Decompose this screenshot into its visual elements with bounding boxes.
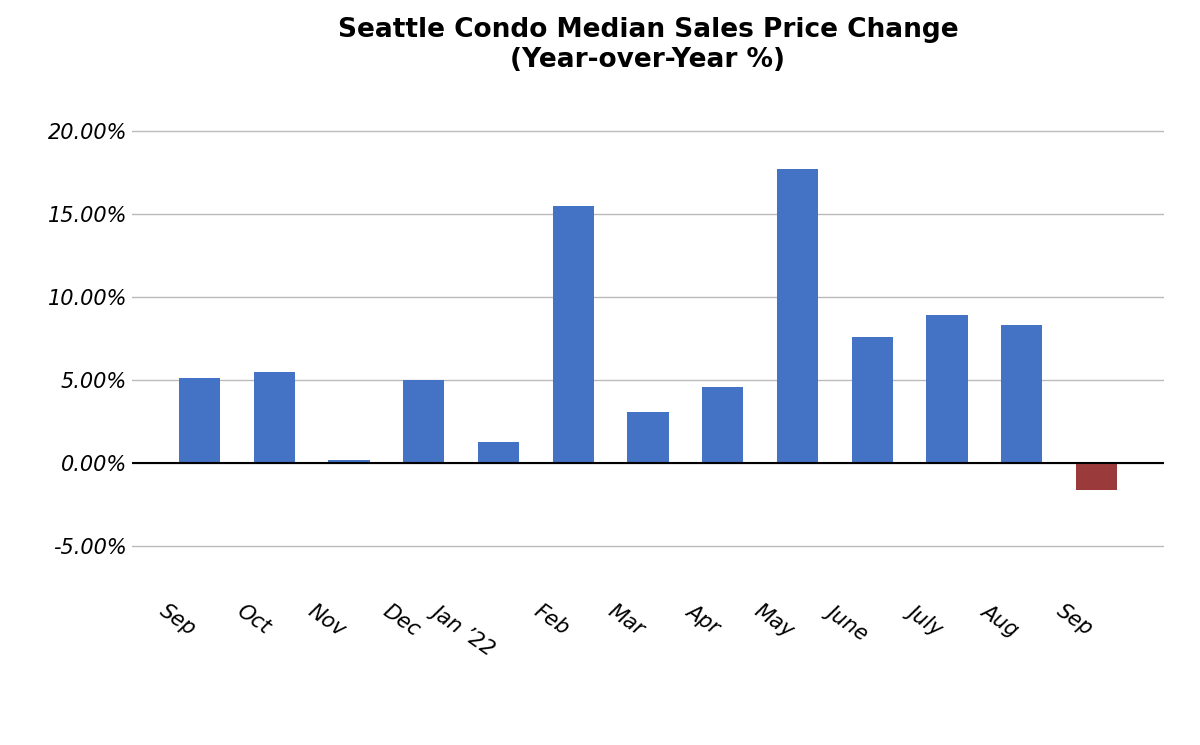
Bar <box>1001 326 1043 463</box>
Bar <box>553 206 594 463</box>
Bar <box>179 378 220 463</box>
Bar <box>702 387 743 463</box>
Bar <box>253 372 295 463</box>
Bar <box>926 315 967 463</box>
Bar <box>852 337 893 463</box>
Bar <box>329 460 370 463</box>
Bar <box>403 380 444 463</box>
Title: Seattle Condo Median Sales Price Change
(Year-over-Year %): Seattle Condo Median Sales Price Change … <box>337 17 959 73</box>
Bar <box>478 442 520 463</box>
Bar <box>628 412 668 463</box>
Bar <box>1076 463 1117 489</box>
Bar <box>776 169 818 463</box>
